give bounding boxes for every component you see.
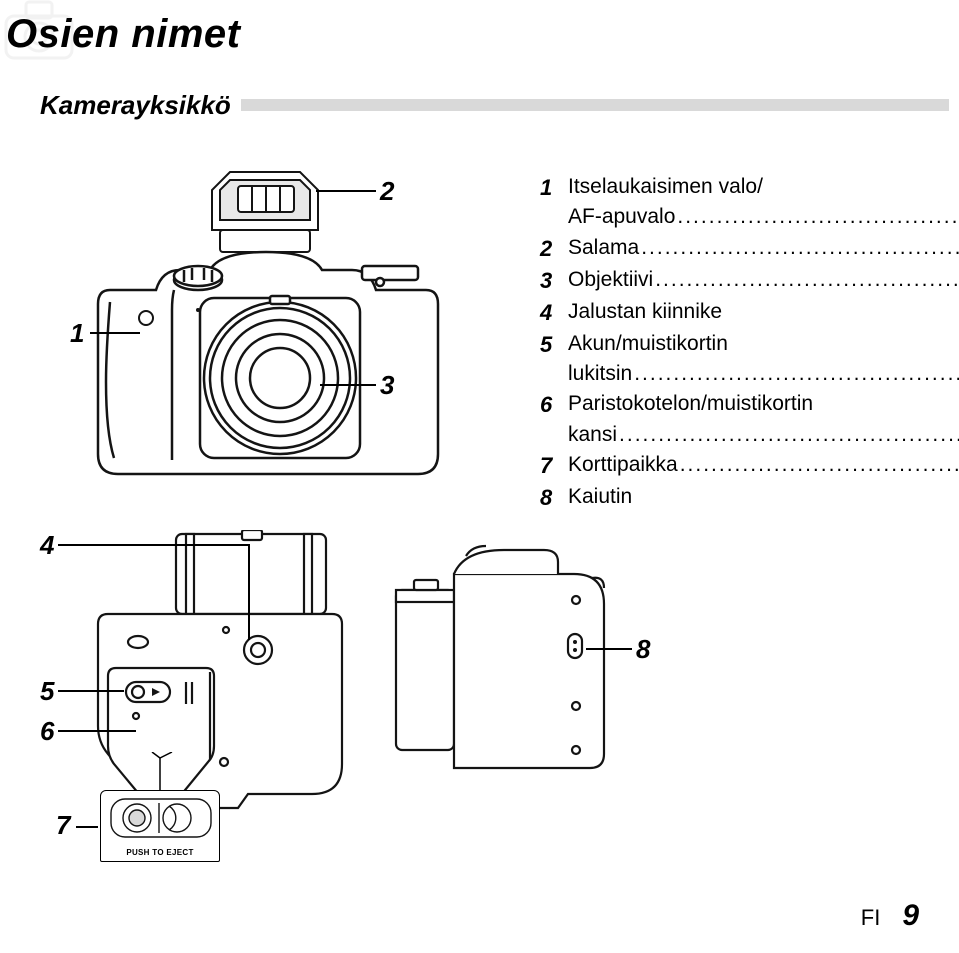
legend-num: 1 [540,172,568,233]
legend-label: Itselaukaisimen valo/ [568,172,763,202]
camera-front-diagram [80,170,460,490]
legend-row: 5Akun/muistikortinlukitsin..............… [540,329,940,390]
callout-2: 2 [380,176,394,207]
legend-line: Salama..................................… [568,233,959,263]
callout-4: 4 [40,530,54,561]
legend-line: Itselaukaisimen valo/ [568,172,959,202]
legend-dots: ........................................… [653,265,959,295]
legend-line: kansi...................................… [568,420,959,450]
leader-6 [58,730,136,732]
legend-line: Akun/muistikortin [568,329,959,359]
legend-body: Kaiutin [568,482,940,514]
legend-row: 2Salama.................................… [540,233,940,265]
legend-dots: ........................................… [632,359,959,389]
footer-page: 9 [902,899,919,933]
callout-8: 8 [636,634,650,665]
legend-label: Akun/muistikortin [568,329,728,359]
legend-body: Itselaukaisimen valo/AF-apuvalo.........… [568,172,959,233]
subtitle: Kamerayksikkö [40,90,241,121]
legend-label: Korttipaikka [568,450,678,480]
legend-line: Objektiivi..............................… [568,265,959,295]
legend-dots: ........................................… [678,450,959,480]
leader-inset [150,752,190,792]
callout-1: 1 [70,318,84,349]
legend-num: 7 [540,450,568,482]
page-footer: FI 9 [861,899,919,933]
legend-body: Korttipaikka............................… [568,450,959,482]
leader-5 [58,690,124,692]
leader-2 [316,190,376,192]
legend-row: 8Kaiutin [540,482,940,514]
legend-num: 8 [540,482,568,514]
legend-dots: ........................................… [675,202,959,232]
legend-line: Korttipaikka............................… [568,450,959,480]
leader-1 [90,332,140,334]
legend-line: Kaiutin [568,482,940,512]
leader-8 [586,648,632,650]
card-slot-inset: PUSH TO EJECT [100,790,220,862]
legend-line: Jalustan kiinnike [568,297,940,327]
legend-body: Jalustan kiinnike [568,297,940,329]
leader-4b [248,544,250,640]
legend-num: 5 [540,329,568,390]
legend-row: 3Objektiivi.............................… [540,265,940,297]
callout-5: 5 [40,676,54,707]
legend-label: Paristokotelon/muistikortin [568,389,813,419]
camera-bottom-diagram [90,530,350,830]
callout-7: 7 [56,810,70,841]
legend-label: kansi [568,420,617,450]
legend-body: Akun/muistikortinlukitsin...............… [568,329,959,390]
legend-row: 6Paristokotelon/muistikortinkansi.......… [540,389,940,450]
legend-num: 2 [540,233,568,265]
callout-3: 3 [380,370,394,401]
legend-row: 1Itselaukaisimen valo/AF-apuvalo........… [540,172,940,233]
legend-line: lukitsin................................… [568,359,959,389]
legend-dots: ........................................… [639,233,959,263]
legend-body: Salama..................................… [568,233,959,265]
legend-body: Objektiivi..............................… [568,265,959,297]
legend-label: Objektiivi [568,265,653,295]
leader-4a [58,544,248,546]
subtitle-bar [241,99,949,111]
legend-num: 3 [540,265,568,297]
legend-body: Paristokotelon/muistikortinkansi........… [568,389,959,450]
legend-list: 1Itselaukaisimen valo/AF-apuvalo........… [540,172,940,514]
legend-label: Kaiutin [568,482,632,512]
callout-6: 6 [40,716,54,747]
legend-label: Jalustan kiinnike [568,297,722,327]
leader-3 [320,384,376,386]
camera-side-diagram [390,538,620,778]
legend-label: Salama [568,233,639,263]
legend-label: AF-apuvalo [568,202,675,232]
leader-7 [76,826,98,828]
legend-row: 4Jalustan kiinnike [540,297,940,329]
legend-line: AF-apuvalo..............................… [568,202,959,232]
page-title: Osien nimet [0,12,240,57]
subtitle-row: Kamerayksikkö [40,92,949,118]
inset-label: PUSH TO EJECT [101,848,219,857]
legend-num: 6 [540,389,568,450]
legend-line: Paristokotelon/muistikortin [568,389,959,419]
page-title-wrap: Osien nimet [0,12,240,57]
footer-lang: FI [861,905,881,931]
legend-label: lukitsin [568,359,632,389]
legend-row: 7Korttipaikka...........................… [540,450,940,482]
legend-dots: ........................................… [617,420,959,450]
legend-num: 4 [540,297,568,329]
